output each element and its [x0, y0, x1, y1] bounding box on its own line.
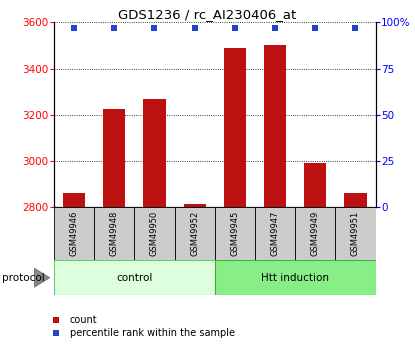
- Bar: [344, 193, 366, 207]
- Text: control: control: [116, 273, 153, 283]
- Bar: [264, 46, 286, 207]
- Bar: [304, 163, 326, 207]
- Polygon shape: [34, 268, 50, 287]
- Text: GSM49952: GSM49952: [190, 211, 199, 256]
- Text: GSM49947: GSM49947: [271, 211, 280, 256]
- Bar: [103, 109, 125, 207]
- Bar: [54, 207, 94, 260]
- Bar: [295, 207, 335, 260]
- Text: Htt induction: Htt induction: [261, 273, 329, 283]
- Legend: count, percentile rank within the sample: count, percentile rank within the sample: [46, 315, 235, 338]
- Bar: [94, 207, 134, 260]
- Bar: [183, 204, 206, 207]
- Bar: [215, 260, 376, 295]
- Bar: [54, 260, 215, 295]
- Bar: [144, 99, 166, 207]
- Text: GDS1236 / rc_AI230406_at: GDS1236 / rc_AI230406_at: [118, 8, 297, 21]
- Text: protocol: protocol: [2, 273, 45, 283]
- Text: GSM49945: GSM49945: [230, 211, 239, 256]
- Text: GSM49948: GSM49948: [110, 211, 119, 256]
- Bar: [175, 207, 215, 260]
- Bar: [224, 48, 246, 207]
- Bar: [215, 207, 255, 260]
- Bar: [255, 207, 295, 260]
- Text: GSM49949: GSM49949: [311, 211, 320, 256]
- Bar: [134, 207, 175, 260]
- Bar: [335, 207, 376, 260]
- Text: GSM49946: GSM49946: [70, 211, 78, 256]
- Text: GSM49951: GSM49951: [351, 211, 360, 256]
- Text: GSM49950: GSM49950: [150, 211, 159, 256]
- Bar: [63, 193, 85, 207]
